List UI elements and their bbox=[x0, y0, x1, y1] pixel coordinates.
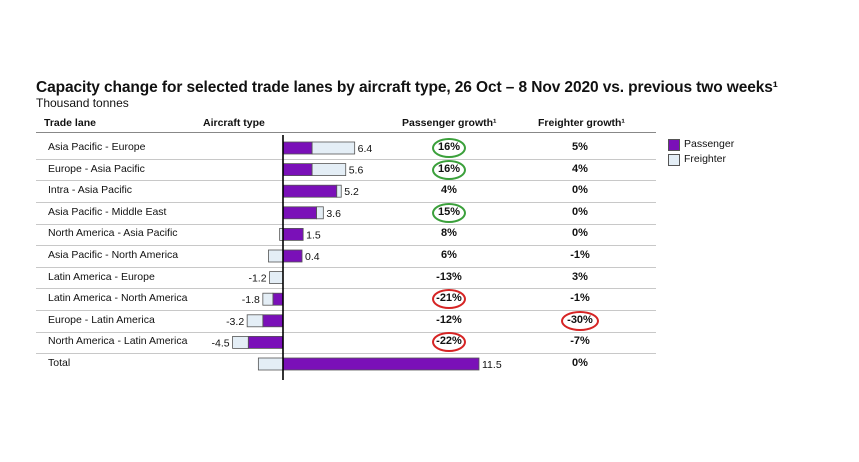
highlight-circle bbox=[432, 332, 466, 353]
row-separator bbox=[36, 288, 656, 290]
freighter-growth-value: 3% bbox=[572, 270, 588, 283]
highlight-circle bbox=[432, 159, 466, 180]
trade-lane-label: Asia Pacific - Middle East bbox=[48, 205, 167, 218]
legend-swatch-freighter bbox=[668, 154, 680, 166]
freighter-growth-value: 0% bbox=[572, 227, 588, 240]
bar-freighter bbox=[262, 292, 274, 306]
bar-total-label: -3.2 bbox=[226, 316, 244, 328]
bar-total-label: 11.5 bbox=[482, 359, 502, 371]
bar-passenger bbox=[262, 314, 284, 328]
row-separator bbox=[36, 223, 656, 225]
passenger-growth-value: 8% bbox=[441, 227, 457, 240]
bar-total-label: 3.6 bbox=[326, 208, 341, 220]
row-separator bbox=[36, 158, 656, 160]
row-separator bbox=[36, 202, 656, 203]
bar-freighter bbox=[246, 314, 264, 328]
bar-passenger bbox=[282, 163, 313, 177]
chart-subtitle: Thousand tonnes bbox=[36, 96, 129, 110]
header-trade-lane: Trade lane bbox=[44, 117, 96, 129]
passenger-growth-value: 6% bbox=[441, 249, 457, 261]
highlight-circle bbox=[432, 138, 466, 158]
trade-lane-label: Total bbox=[48, 357, 71, 369]
trade-lane-label: Asia Pacific - North America bbox=[48, 249, 179, 261]
bar-freighter bbox=[268, 249, 284, 263]
bar-passenger bbox=[282, 184, 338, 198]
trade-lane-label: Asia Pacific - Europe bbox=[48, 141, 146, 153]
bar-total-label: 1.5 bbox=[306, 229, 321, 241]
bar-freighter bbox=[232, 335, 249, 349]
bar-total-label: -4.5 bbox=[212, 337, 230, 349]
bar-passenger bbox=[282, 227, 304, 241]
row-separator bbox=[36, 353, 656, 355]
highlight-circle bbox=[432, 202, 466, 223]
bar-total-label: 5.6 bbox=[349, 165, 364, 177]
passenger-growth-value: -13% bbox=[436, 270, 462, 283]
bar-total-label: -1.8 bbox=[242, 294, 260, 306]
bar-total-label: 6.4 bbox=[358, 143, 373, 155]
freighter-growth-value: 0% bbox=[572, 357, 588, 369]
trade-lane-label: Latin America - Europe bbox=[48, 270, 155, 283]
highlight-circle bbox=[432, 289, 466, 310]
header-aircraft-type: Aircraft type bbox=[203, 117, 265, 129]
trade-lane-label: Intra - Asia Pacific bbox=[48, 184, 133, 197]
trade-lane-label: North America - Latin America bbox=[48, 335, 188, 348]
bar-passenger bbox=[272, 292, 284, 306]
row-separator bbox=[36, 245, 656, 247]
freighter-growth-value: 4% bbox=[572, 162, 588, 175]
passenger-growth-value: -12% bbox=[436, 313, 462, 326]
bar-total-label: -1.2 bbox=[248, 273, 266, 285]
bar-freighter bbox=[269, 271, 284, 285]
row-separator bbox=[36, 310, 656, 311]
bar-freighter bbox=[311, 141, 356, 155]
row-separator bbox=[36, 266, 656, 268]
freighter-growth-value: -1% bbox=[570, 249, 590, 261]
trade-lane-label: North America - Asia Pacific bbox=[48, 227, 178, 240]
header-freighter-growth: Freighter growth¹ bbox=[538, 117, 625, 129]
bar-passenger bbox=[282, 357, 480, 371]
bar-passenger bbox=[247, 335, 284, 349]
bar-total-label: 0.4 bbox=[305, 251, 320, 263]
highlight-circle bbox=[561, 310, 599, 331]
freighter-growth-value: 0% bbox=[572, 184, 588, 197]
bar-freighter bbox=[257, 357, 284, 371]
row-separator bbox=[36, 331, 656, 333]
trade-lane-label: Europe - Latin America bbox=[48, 313, 155, 326]
trade-lane-label: Europe - Asia Pacific bbox=[48, 162, 145, 175]
freighter-growth-value: -7% bbox=[570, 335, 590, 348]
legend-swatch-passenger bbox=[668, 139, 680, 151]
header-passenger-growth: Passenger growth¹ bbox=[402, 117, 497, 129]
freighter-growth-value: 5% bbox=[572, 141, 588, 153]
bar-passenger bbox=[282, 206, 317, 220]
row-separator bbox=[36, 180, 656, 182]
freighter-growth-value: -1% bbox=[570, 292, 590, 305]
bar-total-label: 5.2 bbox=[344, 186, 359, 198]
bar-passenger bbox=[282, 141, 313, 155]
freighter-growth-value: 0% bbox=[572, 205, 588, 218]
trade-lane-label: Latin America - North America bbox=[48, 292, 188, 305]
bar-freighter bbox=[316, 206, 324, 220]
passenger-growth-value: 4% bbox=[441, 184, 457, 197]
legend-label-freighter: Freighter bbox=[684, 153, 727, 165]
bar-passenger bbox=[282, 249, 303, 263]
bar-freighter bbox=[336, 184, 342, 198]
legend-label-passenger: Passenger bbox=[684, 138, 735, 150]
bar-freighter bbox=[311, 163, 347, 177]
chart-title: Capacity change for selected trade lanes… bbox=[36, 79, 778, 96]
header-rule bbox=[36, 132, 656, 133]
